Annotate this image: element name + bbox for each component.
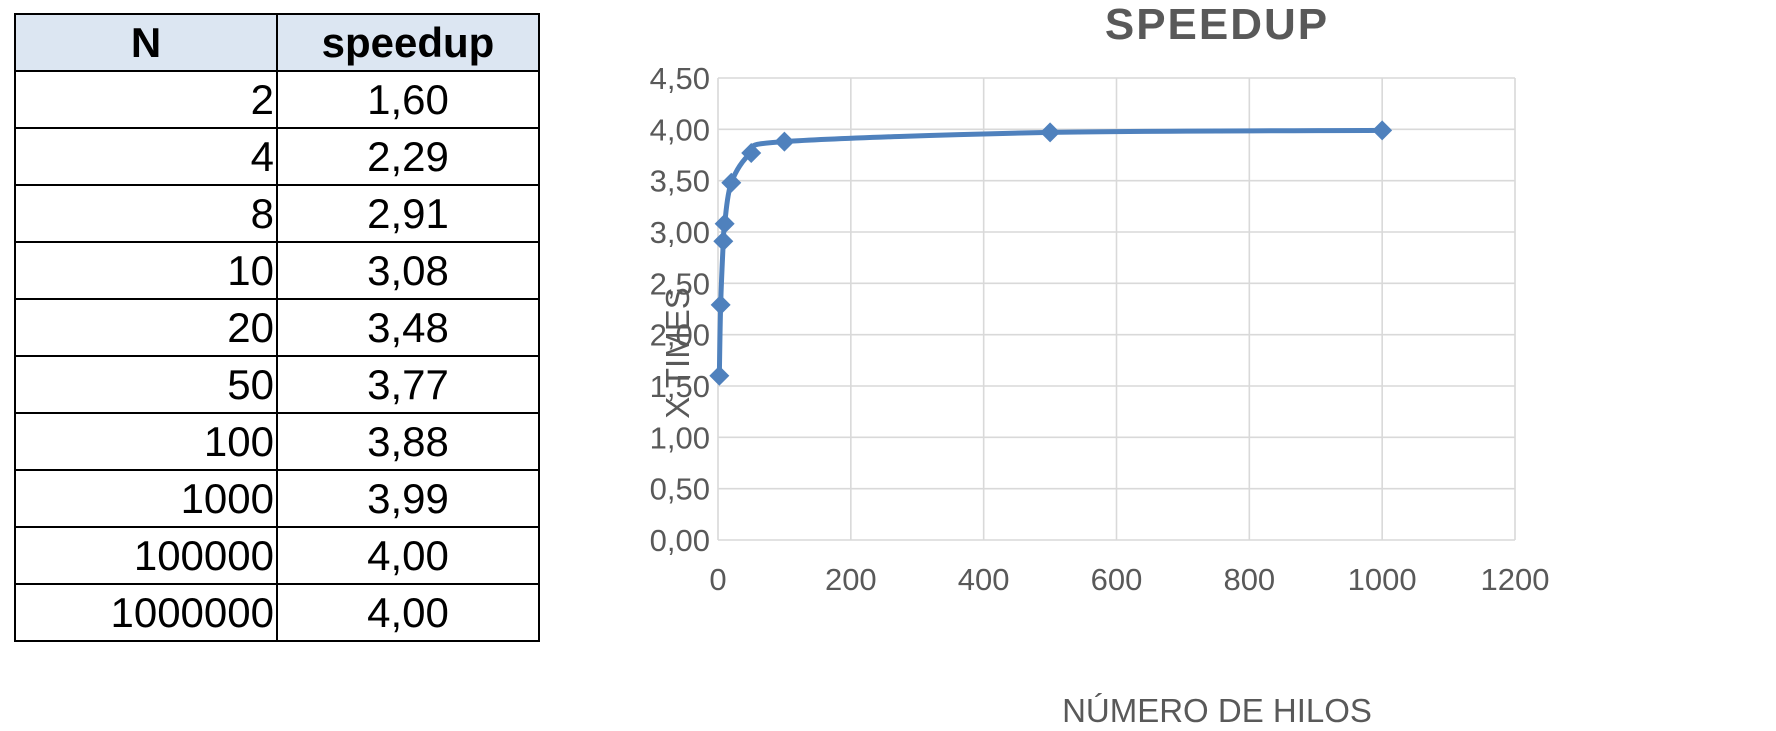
cell-speedup: 4,00 [276,526,540,585]
y-tick-label: 4,50 [650,61,710,96]
cell-n: 1000 [14,469,278,528]
y-tick-label: 1,00 [650,420,710,455]
y-tick-label: 3,50 [650,164,710,199]
x-tick-label: 200 [825,562,877,597]
header-n: N [14,13,278,72]
table-body: 2 1,60 4 2,29 8 2,91 10 3,08 20 3,48 50 3,77 100 3,88… [14,70,540,642]
cell-n: 4 [14,127,278,186]
x-tick-label: 1200 [1481,562,1550,597]
y-axis-title: X TIMES [659,287,696,418]
table-row: 1000 3,99 [14,469,540,528]
cell-n: 1000000 [14,583,278,642]
cell-n: 100000 [14,526,278,585]
cell-n: 10 [14,241,278,300]
x-tick-label: 0 [709,562,726,597]
header-speedup: speedup [276,13,540,72]
cell-speedup: 2,91 [276,184,540,243]
x-axis-ticks: 0 200 400 600 800 1000 1200 [709,562,1549,597]
cell-n: 50 [14,355,278,414]
data-point-marker [1040,122,1061,143]
table-row: 4 2,29 [14,127,540,186]
x-tick-label: 600 [1091,562,1143,597]
y-tick-label: 4,00 [650,112,710,147]
table-row: 8 2,91 [14,184,540,243]
x-tick-label: 1000 [1348,562,1417,597]
cell-speedup: 3,88 [276,412,540,471]
y-tick-label: 3,00 [650,215,710,250]
cell-speedup: 3,08 [276,241,540,300]
cell-speedup: 4,00 [276,583,540,642]
cell-speedup: 1,60 [276,70,540,129]
data-point-marker [1372,120,1393,141]
table-row: 20 3,48 [14,298,540,357]
y-tick-label: 0,50 [650,472,710,507]
table-header-row: N speedup [14,13,540,72]
data-point-marker [709,365,730,386]
speedup-series-markers [709,120,1393,386]
table-row: 100000 4,00 [14,526,540,585]
data-point-marker [714,213,735,234]
y-tick-label: 1,50 [650,369,710,404]
data-point-marker [741,142,762,163]
y-tick-label: 2,00 [650,318,710,353]
table-row: 10 3,08 [14,241,540,300]
chart-gridlines [717,77,1516,541]
table-row: 1000000 4,00 [14,583,540,642]
speedup-table: N speedup 2 1,60 4 2,29 8 2,91 10 3,08 20 3,48 50 3… [14,13,540,642]
chart-title: SPEEDUP [1105,0,1329,49]
cell-speedup: 2,29 [276,127,540,186]
x-tick-label: 400 [958,562,1010,597]
cell-speedup: 3,77 [276,355,540,414]
y-axis-ticks: 0,00 0,50 1,00 1,50 2,00 2,50 3,00 3,50 4,00 4,50 [650,61,710,558]
data-point-marker [713,231,734,252]
cell-n: 100 [14,412,278,471]
cell-n: 20 [14,298,278,357]
speedup-chart: SPEEDUP 0,00 0,50 1,00 1,50 2,00 2,50 3,00 3,50… [650,0,1550,729]
table-row: 2 1,60 [14,70,540,129]
data-point-marker [721,172,742,193]
y-tick-label: 2,50 [650,266,710,301]
x-tick-label: 800 [1223,562,1275,597]
cell-speedup: 3,48 [276,298,540,357]
table-row: 50 3,77 [14,355,540,414]
table-row: 100 3,88 [14,412,540,471]
y-tick-label: 0,00 [650,523,710,558]
cell-n: 2 [14,70,278,129]
cell-n: 8 [14,184,278,243]
x-axis-title: NÚMERO DE HILOS [1062,692,1372,729]
cell-speedup: 3,99 [276,469,540,528]
data-point-marker [774,131,795,152]
speedup-series-line [716,127,1385,379]
data-point-marker [710,294,731,315]
